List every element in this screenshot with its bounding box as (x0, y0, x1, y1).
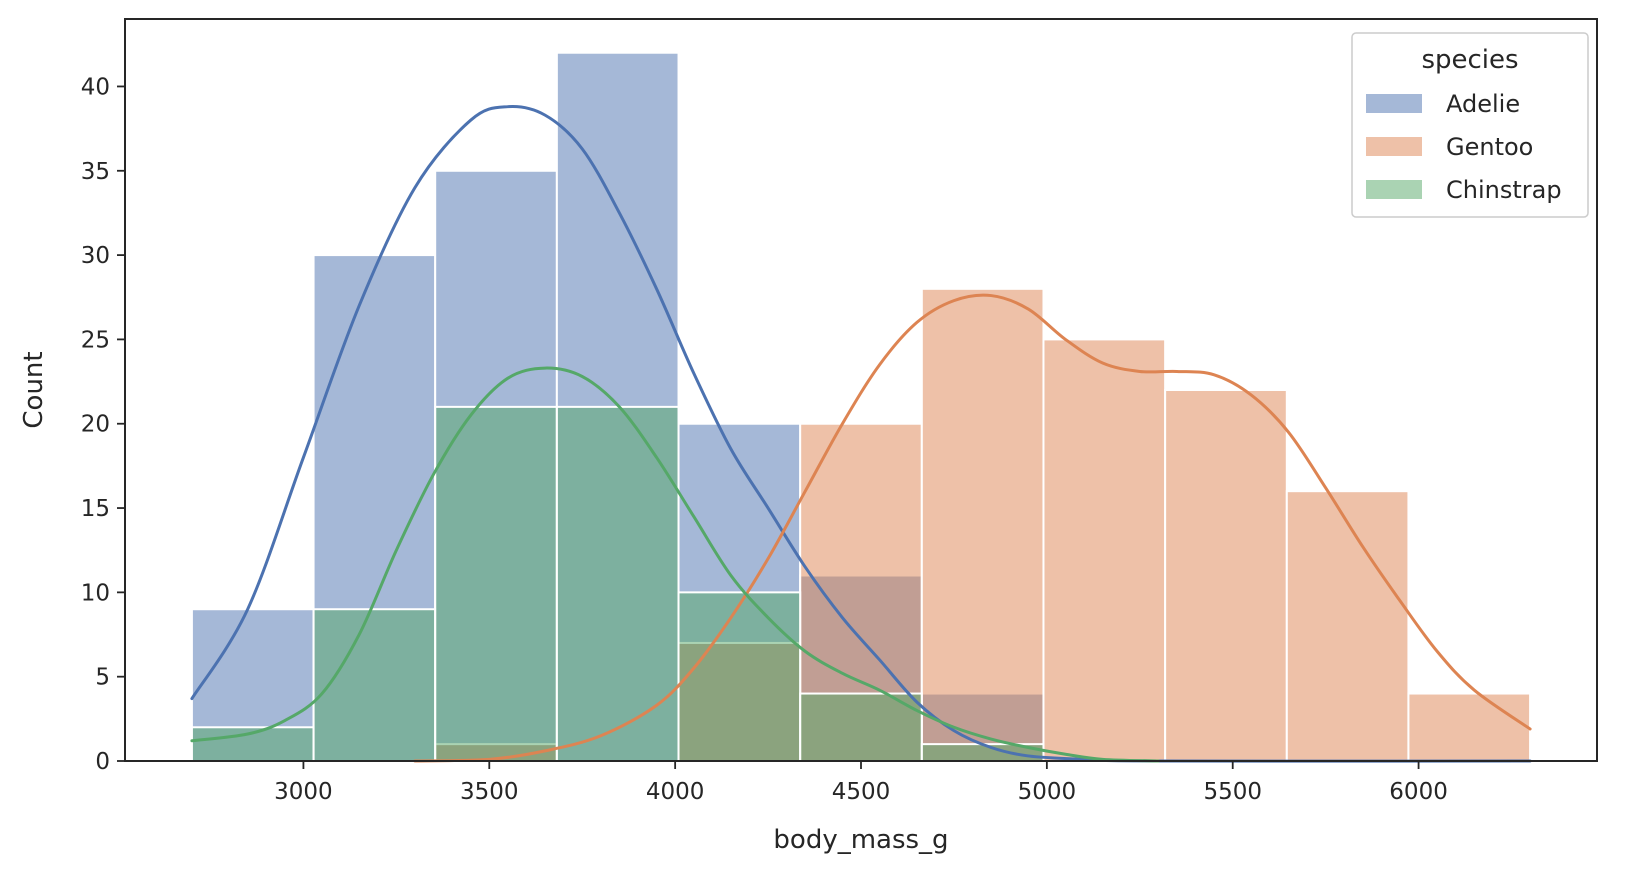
legend-label-chinstrap: Chinstrap (1446, 176, 1562, 204)
y-tick-label-15: 15 (81, 496, 110, 522)
legend-title: species (1421, 45, 1518, 75)
kde-line-gentoo (413, 293, 1532, 763)
bar-gentoo-10 (1407, 692, 1532, 763)
y-tick-label-10: 10 (81, 580, 110, 606)
legend-frame (1351, 32, 1589, 218)
legend-label-gentoo: Gentoo (1446, 133, 1533, 161)
legend-swatch-gentoo (1366, 137, 1422, 156)
x-tick-label-6000: 6000 (1389, 779, 1448, 805)
legend-label-adelie: Adelie (1446, 90, 1520, 118)
x-axis-label: body_mass_g (773, 825, 948, 855)
bar-gentoo-9 (1285, 490, 1410, 762)
bar-chinstrap-4 (677, 591, 802, 763)
y-tick-label-0: 0 (95, 749, 110, 775)
y-axis-label: Count (19, 351, 49, 428)
x-tick-label-5000: 5000 (1018, 779, 1077, 805)
y-axis-ticks: 0 5 10 15 20 25 30 35 40 (81, 74, 125, 775)
y-tick-label-20: 20 (81, 412, 110, 438)
bar-gentoo-6 (920, 287, 1045, 762)
legend-swatch-adelie (1366, 94, 1422, 113)
bar-gentoo-8 (1164, 389, 1288, 762)
x-tick-label-5500: 5500 (1203, 779, 1262, 805)
x-tick-label-4500: 4500 (832, 779, 891, 805)
y-tick-label-35: 35 (81, 159, 110, 185)
y-tick-label-40: 40 (81, 74, 110, 100)
x-tick-label-3500: 3500 (460, 779, 519, 805)
x-tick-label-3000: 3000 (274, 779, 333, 805)
legend: species Adelie Gentoo Chinstrap (1351, 32, 1589, 218)
x-axis-ticks: 3000 3500 4000 4500 5000 5500 6000 (274, 761, 1448, 805)
bar-gentoo-7 (1042, 338, 1167, 762)
y-tick-label-25: 25 (81, 327, 110, 353)
bar-chinstrap-3 (555, 405, 680, 762)
kde-curves (190, 105, 1532, 763)
kde-line-chinstrap (190, 366, 1160, 763)
x-tick-label-4000: 4000 (646, 779, 705, 805)
bar-chinstrap-1 (312, 608, 437, 763)
y-tick-label-30: 30 (81, 243, 110, 269)
bar-chinstrap-2 (434, 405, 558, 762)
legend-swatch-chinstrap (1366, 180, 1422, 199)
histogram-bars (190, 51, 1532, 763)
y-tick-label-5: 5 (95, 665, 110, 691)
kde-line-adelie (190, 105, 1532, 763)
